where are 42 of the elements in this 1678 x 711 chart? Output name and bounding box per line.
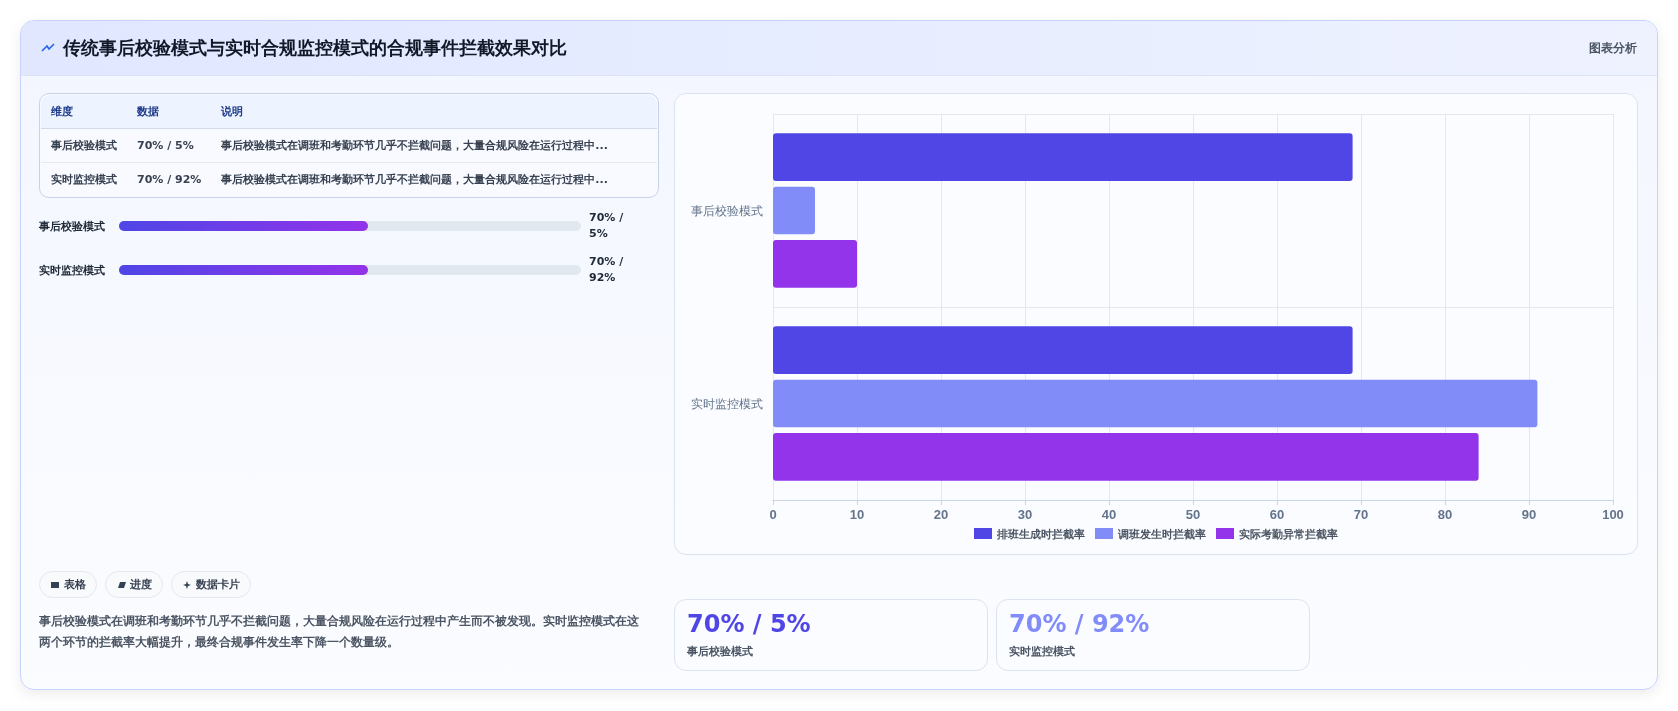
x-tick-label: 60 xyxy=(1269,507,1285,522)
x-tick-label: 20 xyxy=(933,507,949,522)
x-tick-label: 80 xyxy=(1437,507,1453,522)
text: 进度 xyxy=(105,571,163,598)
text: 说明 xyxy=(211,94,658,129)
bar xyxy=(773,240,857,288)
text: 事后校验模式在调班和考勤环节几乎不拦截问题，大量合规风险在运行过程中... xyxy=(220,172,609,188)
text: 事后校验模式 xyxy=(39,218,106,234)
text: 70% / 5% xyxy=(127,128,212,163)
text: 事后校验模式 xyxy=(40,128,127,163)
text: 实时监控模式 xyxy=(1009,644,1075,659)
x-tick-label: 0 xyxy=(769,507,777,522)
text: 70% / 5% xyxy=(589,210,625,242)
text: 事后校验模式在调班和考勤环节几乎不拦截问题，大量合规风险在运行过程中... xyxy=(211,128,658,163)
text: 实时监控模式 xyxy=(39,262,106,278)
bar xyxy=(773,186,815,235)
text: 数据卡片 xyxy=(171,571,251,598)
text: 表格 xyxy=(39,571,97,598)
bar xyxy=(773,379,1538,428)
text: 事后校验模式在调班和考勤环节几乎不拦截问题，大量合规风险在运行过程中产生而不被发现。实时监控模式在这两个环节的拦截率大幅提升，最终合规事件发生率下降一个数量级。 xyxy=(39,613,639,651)
x-tick-label: 90 xyxy=(1521,507,1537,522)
text: 70% / 92% xyxy=(136,172,203,188)
bar xyxy=(773,433,1479,481)
x-tick-label: 70 xyxy=(1353,507,1369,522)
legend-label: 调班发生时拦截率 xyxy=(1117,527,1206,540)
text: 70% / 92% xyxy=(589,254,625,286)
bar xyxy=(773,326,1353,374)
x-tick-label: 40 xyxy=(1101,507,1117,522)
legend-label: 实际考勤异常拦截率 xyxy=(1239,527,1338,540)
text: 图表分析 xyxy=(1589,39,1637,57)
text: 传统事后校验模式与实时合规监控模式的合规事件拦截效果对比 xyxy=(63,36,567,60)
text: 70% / 5% xyxy=(687,610,811,638)
text: 维度 xyxy=(40,94,127,129)
legend-label: 排班生成时拦截率 xyxy=(996,527,1085,540)
x-tick-label: 100 xyxy=(1602,507,1624,522)
text: 70% / 92% xyxy=(1009,610,1150,638)
text: 数据 xyxy=(127,94,212,129)
bar xyxy=(773,133,1353,181)
text: 实时监控模式 xyxy=(50,172,118,188)
x-tick-label: 50 xyxy=(1185,507,1201,522)
x-tick-label: 10 xyxy=(849,507,865,522)
x-tick-label: 30 xyxy=(1017,507,1033,522)
